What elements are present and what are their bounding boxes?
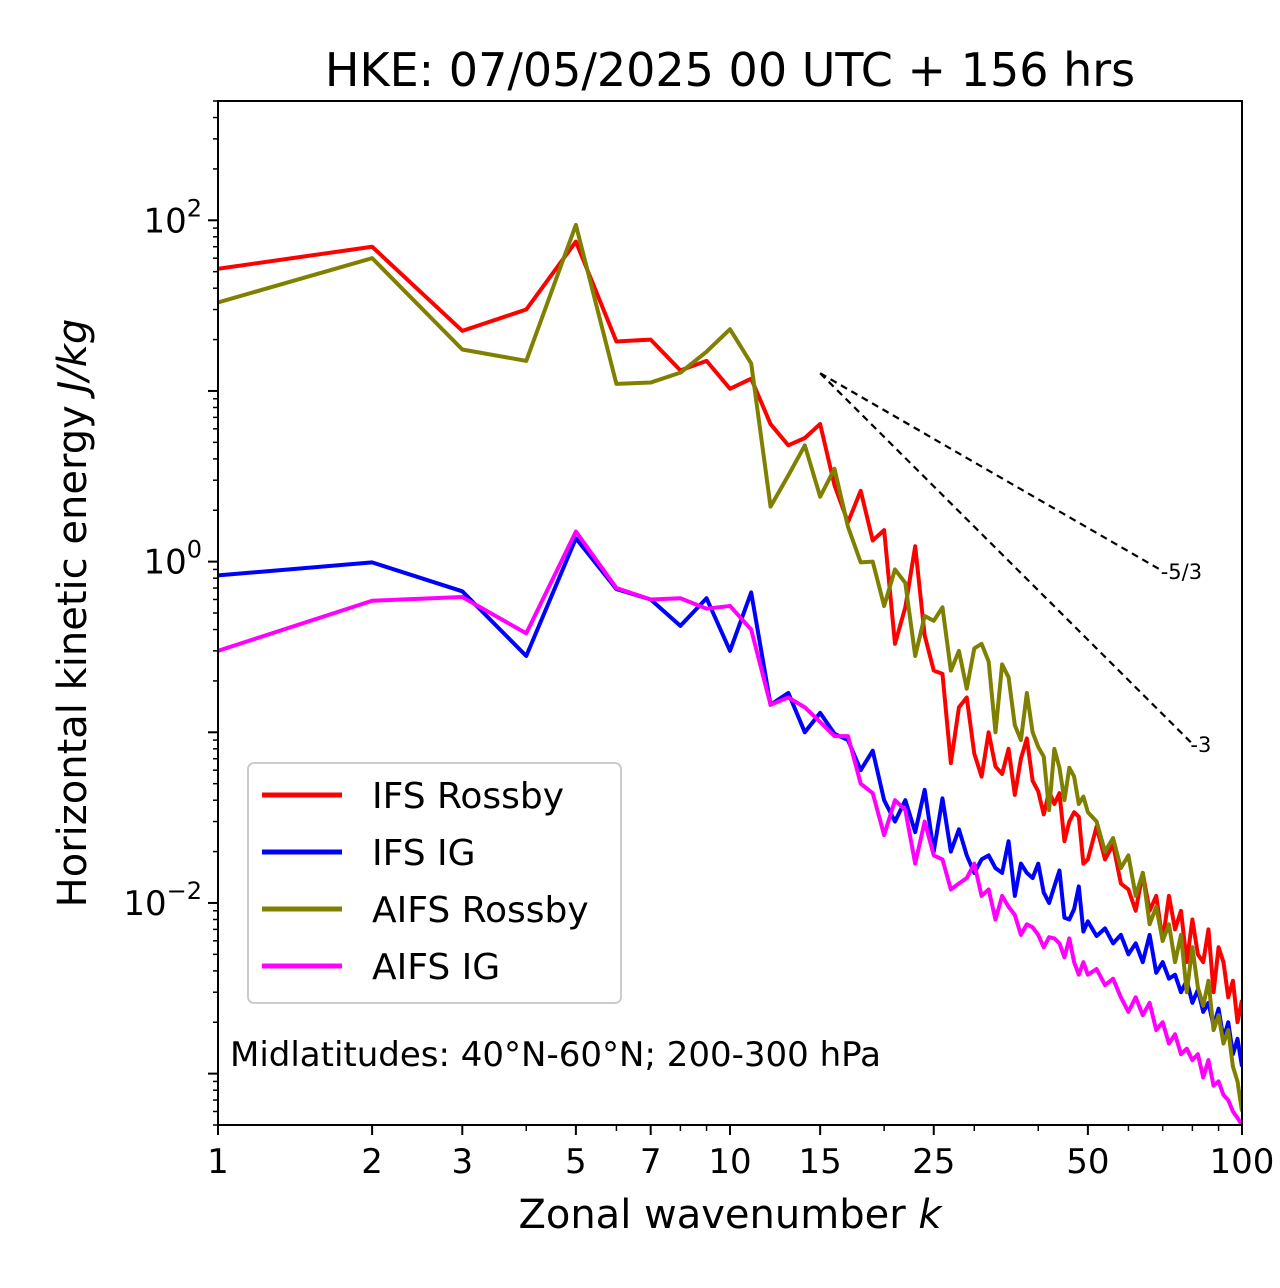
chart-title: HKE: 07/05/2025 00 UTC + 156 hrs xyxy=(325,43,1135,97)
legend: IFS Rossby IFS IG AIFS Rossby AIFS IG xyxy=(247,762,622,1004)
y-tick-exponent: −2 xyxy=(167,877,202,905)
legend-label: IFS IG xyxy=(372,833,476,874)
reference-slope-line xyxy=(819,372,1164,573)
reference-slopes: -5/3 -3 xyxy=(819,372,1211,757)
x-axis-variable: k xyxy=(918,1192,943,1238)
x-tick-label: 25 xyxy=(912,1142,955,1182)
x-axis-ticks: 1 2 3 5 7 10 15 25 50 100 xyxy=(207,1125,1274,1182)
series-line-aifs-rossby xyxy=(218,222,1242,1112)
x-axis-label: Zonal wavenumber k xyxy=(518,1192,943,1238)
annotation-text: Midlatitudes: 40°N-60°N; 200-300 hPa xyxy=(230,1035,881,1075)
reference-slope-label: -3 xyxy=(1190,733,1211,757)
reference-slope-label: -5/3 xyxy=(1161,560,1202,584)
y-tick-base: 10 xyxy=(143,543,186,583)
x-tick-label: 100 xyxy=(1210,1142,1275,1182)
legend-label: AIFS IG xyxy=(372,947,500,988)
y-axis-label: Horizontal kinetic energy J/kg xyxy=(50,319,96,908)
x-tick-label: 1 xyxy=(207,1142,229,1182)
reference-slope-line xyxy=(819,372,1194,745)
y-tick-base: 10 xyxy=(123,884,166,924)
legend-label: AIFS Rossby xyxy=(372,890,589,931)
y-axis-label-text: Horizontal kinetic energy xyxy=(50,405,96,907)
x-tick-label: 5 xyxy=(565,1142,587,1182)
x-tick-label: 2 xyxy=(361,1142,383,1182)
legend-items: IFS Rossby IFS IG AIFS Rossby AIFS IG xyxy=(262,776,589,988)
series-line-ifs-rossby xyxy=(218,239,1242,1025)
y-tick-base: 10 xyxy=(143,201,186,241)
x-tick-label: 3 xyxy=(451,1142,473,1182)
series-layer xyxy=(218,222,1242,1125)
x-tick-label: 15 xyxy=(799,1142,842,1182)
x-tick-label: 7 xyxy=(640,1142,662,1182)
x-axis-label-text: Zonal wavenumber xyxy=(518,1192,906,1238)
plot-frame xyxy=(217,100,1243,1126)
x-tick-label: 10 xyxy=(708,1142,751,1182)
y-axis-unit: J/kg xyxy=(50,319,96,400)
legend-frame xyxy=(247,762,622,1004)
series-line-aifs-ig xyxy=(218,529,1242,1125)
y-tick-label: 10−2 xyxy=(123,877,202,924)
series-line-ifs-ig xyxy=(218,536,1242,1067)
y-tick-label: 100 xyxy=(143,536,202,583)
y-tick-label: 102 xyxy=(143,194,202,241)
legend-label: IFS Rossby xyxy=(372,776,564,817)
y-tick-exponent: 0 xyxy=(187,536,202,564)
x-tick-label: 50 xyxy=(1066,1142,1109,1182)
y-tick-exponent: 2 xyxy=(187,194,202,222)
